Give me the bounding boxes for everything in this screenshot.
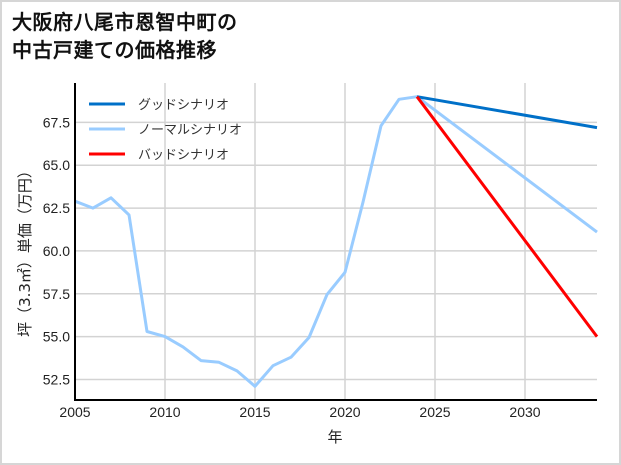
series-line-2 (415, 95, 599, 338)
x-tick-label: 2020 (329, 404, 360, 420)
chart-title: 大阪府八尾市恩智中町の 中古戸建ての価格推移 (12, 8, 238, 64)
series-line-0 (416, 95, 598, 130)
x-tick-label: 2030 (509, 404, 540, 420)
y-axis-ticks: 52.5 55.0 57.5 60.0 62.5 65.0 67.5 (43, 114, 70, 387)
legend-label: グッドシナリオ (138, 98, 229, 113)
x-tick-label: 2025 (419, 404, 450, 420)
y-tick-label: 67.5 (43, 114, 70, 130)
y-tick-label: 52.5 (43, 371, 70, 387)
x-tick-label: 2005 (59, 404, 90, 420)
series-lines (74, 95, 599, 388)
legend-label: バッドシナリオ (138, 148, 229, 163)
y-tick-label: 62.5 (43, 200, 70, 216)
y-tick-label: 60.0 (43, 243, 70, 259)
chart-title-line-1: 大阪府八尾市恩智中町の (12, 10, 238, 34)
chart-title-line-2: 中古戸建ての価格推移 (12, 38, 217, 62)
y-tick-label: 57.5 (43, 286, 70, 302)
x-tick-label: 2015 (239, 404, 270, 420)
x-axis-ticks: 2005 2010 2015 2020 2025 2030 (59, 404, 540, 420)
legend-label: ノーマルシナリオ (138, 123, 242, 138)
x-tick-label: 2010 (149, 404, 180, 420)
y-axis-label: 坪（3.3㎡）単価（万円） (16, 163, 34, 337)
x-axis-label: 年 (327, 428, 342, 446)
y-tick-label: 55.0 (43, 329, 70, 345)
axes (74, 83, 597, 401)
y-tick-label: 65.0 (43, 157, 70, 173)
series-line-1 (74, 95, 598, 388)
